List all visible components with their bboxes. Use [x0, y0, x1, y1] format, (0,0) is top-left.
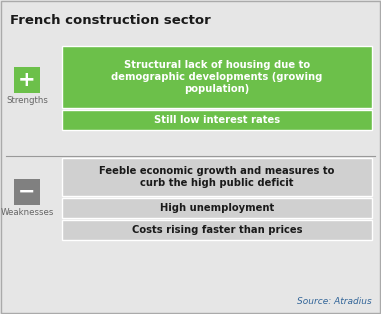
- Text: Still low interest rates: Still low interest rates: [154, 115, 280, 125]
- Text: French construction sector: French construction sector: [10, 14, 211, 27]
- FancyBboxPatch shape: [14, 67, 40, 93]
- FancyBboxPatch shape: [62, 46, 372, 108]
- Text: Feeble economic growth and measures to
curb the high public deficit: Feeble economic growth and measures to c…: [99, 166, 335, 188]
- Text: −: −: [18, 181, 36, 202]
- Text: Weaknesses: Weaknesses: [0, 208, 54, 217]
- FancyBboxPatch shape: [14, 179, 40, 205]
- FancyBboxPatch shape: [62, 198, 372, 218]
- Text: Source: Atradius: Source: Atradius: [297, 297, 372, 306]
- Text: High unemployment: High unemployment: [160, 203, 274, 213]
- Text: Strengths: Strengths: [6, 96, 48, 105]
- Text: Structural lack of housing due to
demographic developments (growing
population): Structural lack of housing due to demogr…: [111, 60, 323, 95]
- Text: +: +: [18, 69, 36, 89]
- FancyBboxPatch shape: [62, 110, 372, 130]
- Text: Costs rising faster than prices: Costs rising faster than prices: [132, 225, 302, 235]
- FancyBboxPatch shape: [62, 158, 372, 196]
- FancyBboxPatch shape: [62, 220, 372, 240]
